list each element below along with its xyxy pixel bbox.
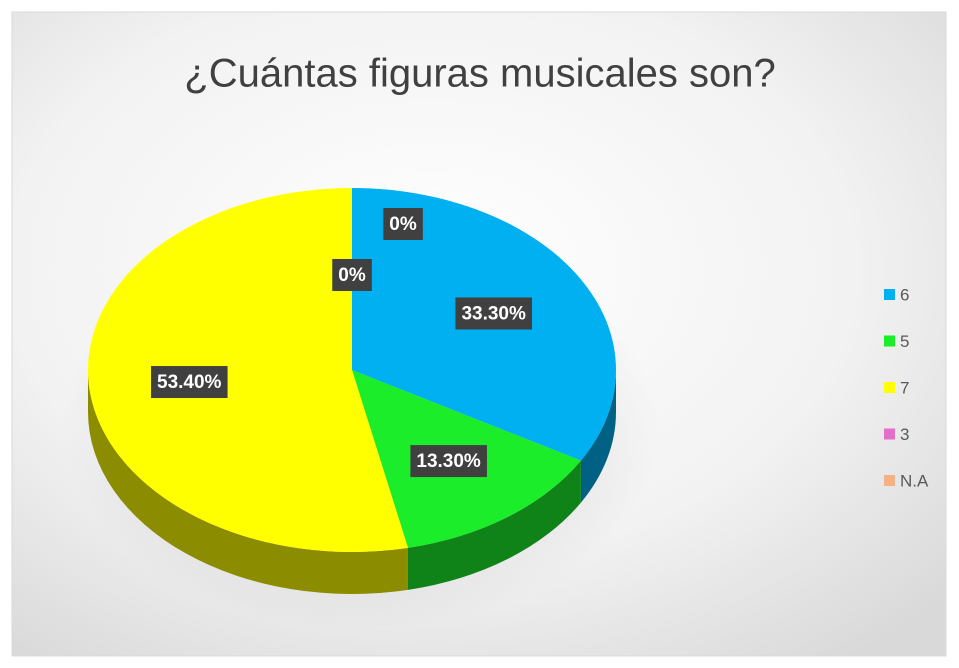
- data-label: 53.40%: [157, 372, 222, 393]
- legend-swatch: [884, 382, 895, 393]
- data-label-box: [383, 208, 423, 240]
- data-label-box: [151, 366, 228, 399]
- pie-slice: [88, 188, 408, 552]
- chart-title: ¿Cuántas figuras musicales son?: [184, 52, 775, 96]
- data-label: 0%: [338, 265, 366, 286]
- pie-side: [88, 370, 408, 595]
- legend-swatch: [884, 289, 895, 300]
- data-label-box: [455, 297, 532, 330]
- legend-label: 5: [900, 332, 909, 351]
- data-label: 33.30%: [461, 303, 526, 324]
- legend-swatch: [884, 475, 895, 486]
- legend-label: 6: [900, 285, 909, 304]
- legend-label: 3: [900, 425, 909, 444]
- data-label-box: [410, 445, 487, 478]
- pie-side: [580, 370, 616, 503]
- data-label: 0%: [389, 214, 417, 235]
- legend-label: N.A: [900, 471, 929, 490]
- data-label-box: [332, 259, 372, 291]
- legend-swatch: [884, 428, 895, 440]
- legend-swatch: [884, 335, 895, 347]
- legend-label: 7: [900, 378, 909, 397]
- pie-side: [407, 460, 581, 590]
- data-label: 13.30%: [416, 451, 481, 472]
